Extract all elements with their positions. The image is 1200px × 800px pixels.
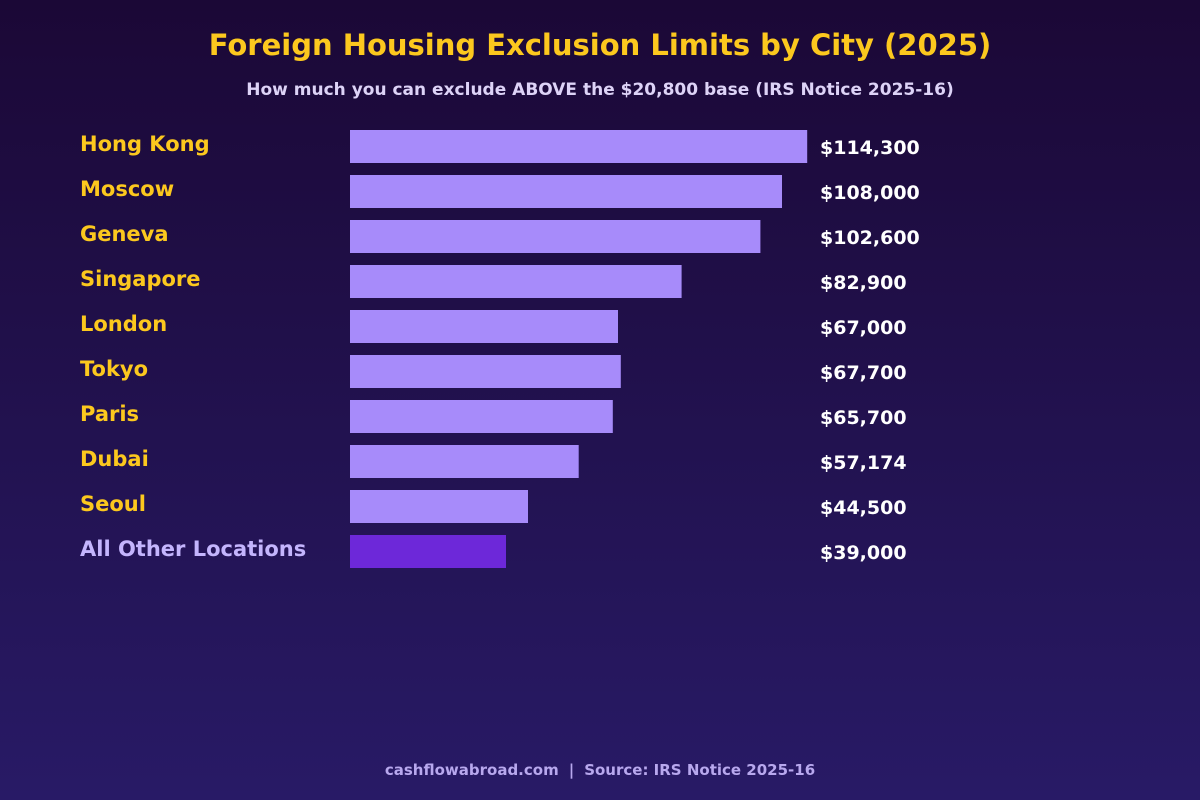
- value-label-london: $67,000: [820, 317, 907, 339]
- bar-london: [350, 310, 618, 343]
- bar-dubai: [350, 445, 579, 478]
- value-label-singapore: $82,900: [820, 272, 907, 294]
- category-label-moscow: Moscow: [80, 177, 174, 201]
- footer: cashflowabroad.com | Source: IRS Notice 20…: [0, 761, 1200, 779]
- bar-paris: [350, 400, 613, 433]
- bar-seoul: [350, 490, 528, 523]
- category-label-seoul: Seoul: [80, 492, 146, 516]
- value-label-moscow: $108,000: [820, 182, 920, 204]
- category-label-singapore: Singapore: [80, 267, 201, 291]
- value-label-hong-kong: $114,300: [820, 137, 920, 159]
- category-label-all-other-locations: All Other Locations: [80, 537, 306, 561]
- category-label-london: London: [80, 312, 167, 336]
- value-label-geneva: $102,600: [820, 227, 920, 249]
- category-label-dubai: Dubai: [80, 447, 149, 471]
- chart-title: Foreign Housing Exclusion Limits by City…: [208, 28, 992, 62]
- bar-moscow: [350, 175, 782, 208]
- value-label-dubai: $57,174: [820, 452, 907, 474]
- value-label-seoul: $44,500: [820, 497, 907, 519]
- value-label-paris: $65,700: [820, 407, 907, 429]
- footer-source: Source: IRS Notice 2025-16: [584, 761, 816, 779]
- value-label-tokyo: $67,700: [820, 362, 907, 384]
- value-label-all-other-locations: $39,000: [820, 542, 907, 564]
- category-label-hong-kong: Hong Kong: [80, 132, 210, 156]
- category-label-tokyo: Tokyo: [80, 357, 148, 381]
- chart-subtitle: How much you can exclude ABOVE the $20,8…: [246, 80, 954, 100]
- bar-geneva: [350, 220, 761, 253]
- bar-tokyo: [350, 355, 621, 388]
- footer-site: cashflowabroad.com: [384, 761, 559, 779]
- bar-all-other-locations: [350, 535, 506, 568]
- category-label-geneva: Geneva: [80, 222, 169, 246]
- bar-hong-kong: [350, 130, 808, 163]
- category-label-paris: Paris: [80, 402, 139, 426]
- footer-separator: |: [568, 761, 575, 779]
- bar-singapore: [350, 265, 682, 298]
